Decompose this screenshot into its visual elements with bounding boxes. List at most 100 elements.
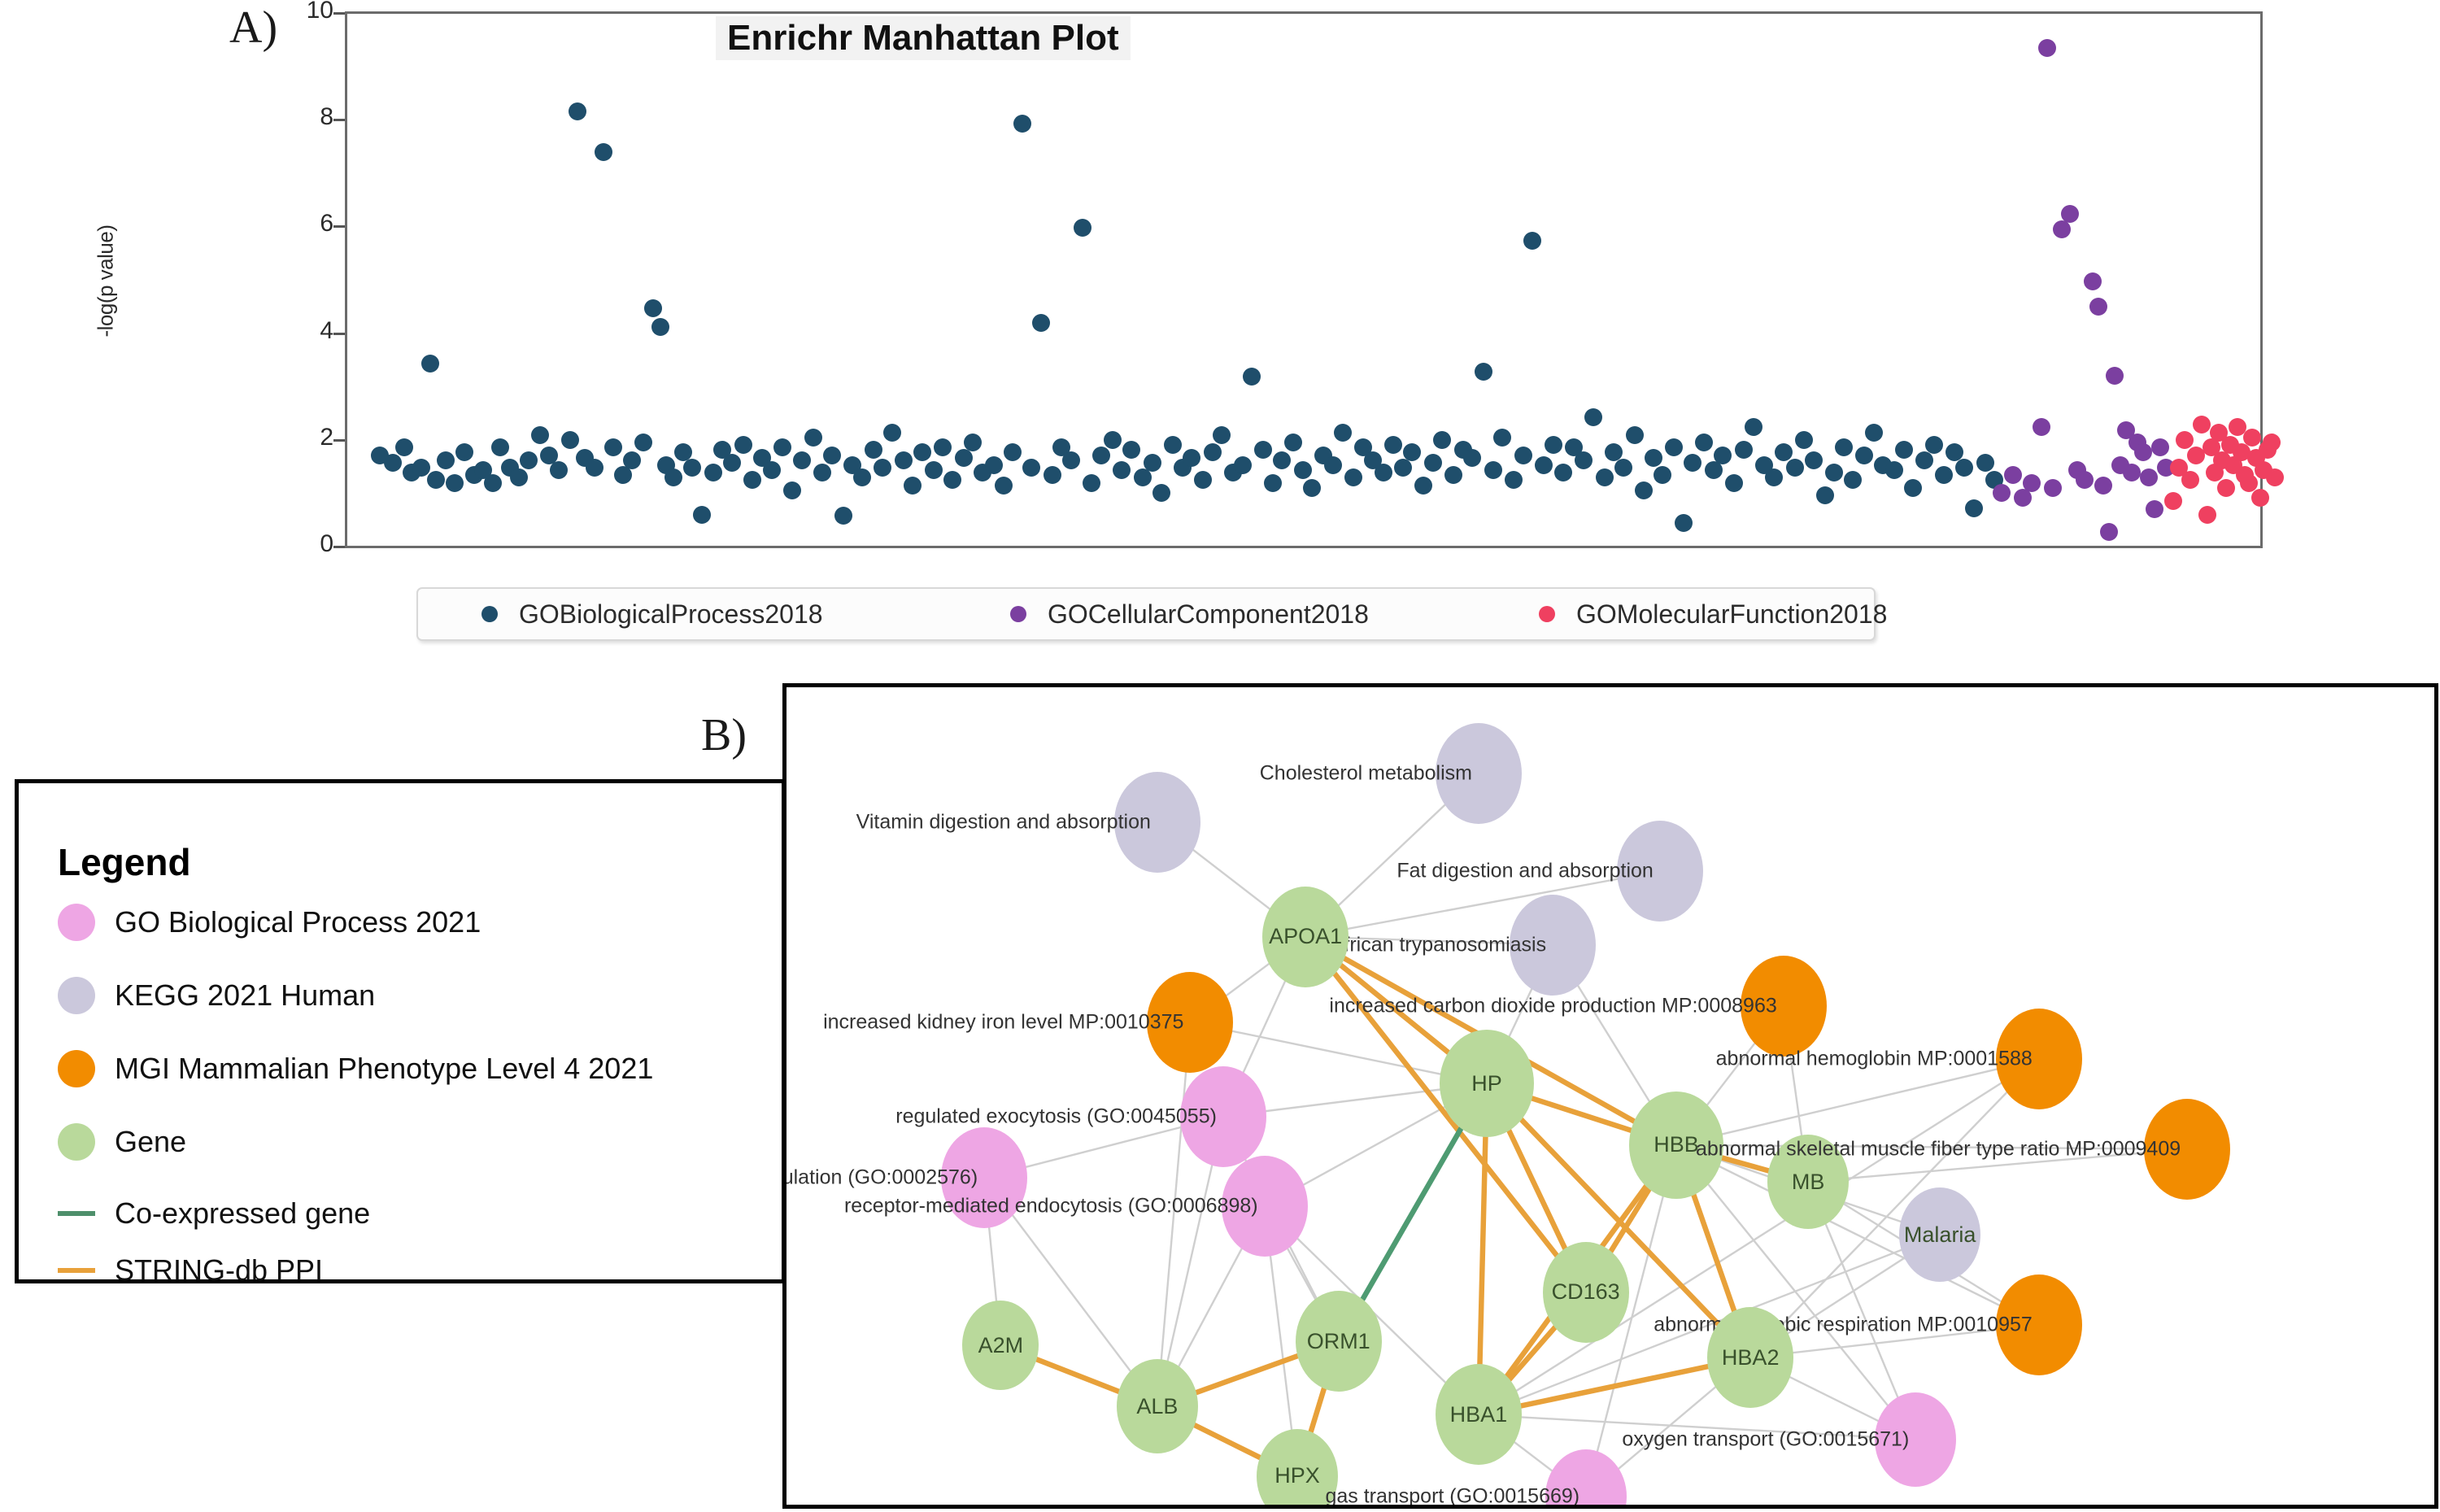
network-edge (1302, 934, 1588, 1295)
network-node[interactable]: MB (1767, 1135, 1850, 1230)
network-node-label: HP (1471, 1070, 1502, 1096)
scatter-point (2053, 220, 2072, 238)
scatter-point (1605, 443, 1623, 462)
network-node[interactable]: HBA2 (1707, 1307, 1794, 1409)
scatter-point (1031, 314, 1050, 333)
network-node-label: APOA1 (1269, 924, 1343, 949)
scatter-point (1073, 218, 1091, 237)
network-legend-item[interactable]: Gene (58, 1123, 186, 1161)
scatter-point (643, 298, 662, 317)
scatter-point (1774, 443, 1793, 462)
chart-legend-item[interactable]: GOBiologicalProcess2018 (481, 599, 823, 630)
scatter-point (1143, 453, 1161, 472)
scatter-point (603, 438, 622, 457)
legend-dot-icon (1010, 606, 1026, 622)
scatter-point (1934, 466, 1953, 485)
scatter-point (2089, 297, 2107, 316)
scatter-point (1644, 448, 1662, 467)
network-node[interactable] (1147, 972, 1234, 1074)
scatter-point (1804, 451, 1823, 469)
scatter-point (1423, 453, 1442, 472)
scatter-point (692, 505, 711, 524)
scatter-point (852, 468, 871, 487)
network-legend-item[interactable]: MGI Mammalian Phenotype Level 4 2021 (58, 1050, 653, 1087)
scatter-point (1414, 476, 1433, 495)
legend-dot-icon (58, 1123, 95, 1161)
network-node-label: abnormal hemoglobin MP:0001588 (1715, 1047, 2033, 1070)
scatter-point (1674, 514, 1693, 533)
network-node[interactable]: ORM1 (1295, 1291, 1382, 1392)
scatter-point (704, 464, 722, 482)
network-node[interactable] (1510, 894, 1597, 996)
network-edge (1675, 1144, 2040, 1327)
network-node[interactable]: CD163 (1542, 1241, 1629, 1343)
scatter-point (585, 458, 603, 477)
y-axis-tick-label: 4 (320, 316, 333, 344)
y-axis-ticks: 10 8 6 4 2 0 (268, 0, 333, 569)
network-node[interactable]: APOA1 (1262, 886, 1349, 987)
chart-legend-item[interactable]: GOMolecularFunction2018 (1539, 599, 1887, 630)
scatter-point (2123, 464, 2142, 482)
network-node-label: A2M (978, 1332, 1024, 1357)
network-legend-label: STRING-db PPI (115, 1253, 324, 1287)
network-node[interactable] (1113, 771, 1200, 873)
network-node[interactable]: ALB (1116, 1359, 1198, 1454)
scatter-point (1133, 468, 1152, 487)
scatter-point (1765, 468, 1784, 487)
scatter-point (664, 468, 683, 487)
scatter-point (1475, 363, 1493, 381)
network-legend-item[interactable]: KEGG 2021 Human (58, 977, 375, 1014)
scatter-point (1734, 441, 1753, 460)
scatter-point (1043, 466, 1061, 485)
network-legend-item[interactable]: STRING-db PPI (58, 1253, 323, 1288)
scatter-point (1795, 430, 1814, 449)
network-node[interactable] (1221, 1156, 1308, 1257)
network-legend-box: Legend GO Biological Process 2021 KEGG 20… (15, 779, 786, 1287)
scatter-point (673, 443, 692, 462)
scatter-point (1363, 451, 1382, 469)
scatter-point (773, 438, 792, 457)
scatter-point (1595, 468, 1614, 487)
network-edge (1675, 1144, 1917, 1440)
y-axis-tick-mark (333, 332, 345, 335)
scatter-point (1273, 451, 1292, 469)
network-node[interactable] (2144, 1098, 2231, 1200)
scatter-point (1284, 434, 1303, 452)
scatter-point (2192, 416, 2211, 434)
network-node-label: Fat digestion and absorption (1396, 859, 1654, 882)
network-node[interactable] (1740, 955, 1827, 1057)
y-axis-title: -log(p value) (93, 224, 118, 338)
network-node[interactable] (1435, 722, 1522, 824)
network-node[interactable] (1874, 1392, 1956, 1487)
chart-legend-item[interactable]: GOCellularComponent2018 (1010, 599, 1369, 630)
network-node[interactable] (1995, 1274, 2082, 1375)
network-node[interactable] (1995, 1009, 2082, 1110)
scatter-point (734, 436, 752, 455)
scatter-point (2094, 476, 2113, 495)
scatter-point (1844, 471, 1863, 490)
scatter-point (412, 458, 430, 477)
scatter-point (1113, 461, 1131, 480)
network-node[interactable]: HBA1 (1435, 1364, 1522, 1466)
legend-dot-icon (481, 606, 498, 622)
scatter-point (2176, 430, 2194, 449)
network-legend-item[interactable]: GO Biological Process 2021 (58, 904, 481, 941)
scatter-point (1964, 499, 1983, 517)
network-node[interactable]: HBB (1629, 1091, 1724, 1199)
network-node[interactable]: Malaria (1899, 1187, 1981, 1283)
network-node[interactable] (1179, 1065, 1266, 1167)
network-legend-label: Co-expressed gene (115, 1196, 371, 1230)
network-node[interactable] (941, 1127, 1028, 1228)
scatter-point (1233, 455, 1252, 474)
network-node[interactable]: HP (1440, 1030, 1535, 1138)
network-node[interactable]: A2M (962, 1301, 1039, 1391)
network-node[interactable] (1616, 821, 1703, 922)
scatter-point (1463, 448, 1482, 467)
network-legend-item[interactable]: Co-expressed gene (58, 1196, 370, 1231)
scatter-point (2060, 205, 2079, 224)
network-legend-title: Legend (58, 841, 191, 883)
network-node[interactable]: HPX (1257, 1428, 1339, 1505)
scatter-point (1333, 423, 1352, 442)
network-node-label: MB (1791, 1169, 1825, 1194)
network-node-label: HBA1 (1449, 1401, 1508, 1427)
